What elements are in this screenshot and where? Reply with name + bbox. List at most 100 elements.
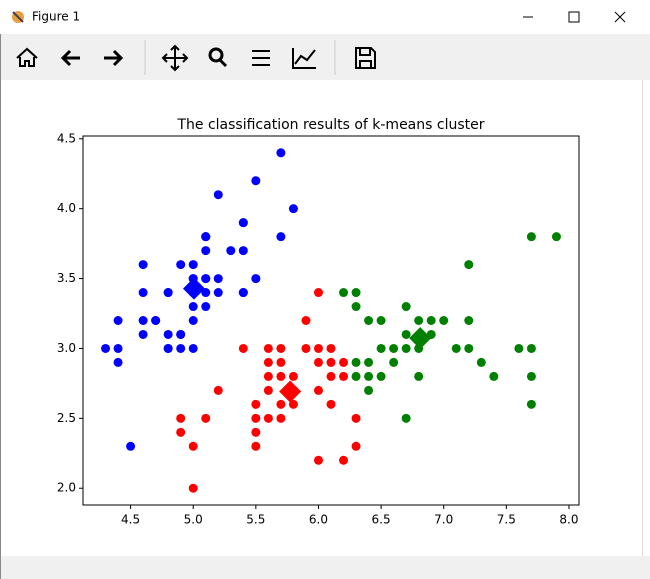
centroid-marker [279, 380, 302, 403]
point [251, 274, 261, 284]
point [176, 413, 186, 423]
y-tick-label: 2.0 [57, 481, 76, 495]
point [263, 371, 273, 381]
point [301, 316, 311, 325]
point [276, 413, 286, 423]
status-bar [0, 556, 650, 579]
y-tick-label: 4.0 [57, 201, 76, 215]
point [188, 302, 198, 312]
point [313, 288, 323, 298]
point [313, 455, 323, 465]
point [276, 148, 286, 158]
point [176, 427, 186, 437]
point [276, 371, 286, 381]
point [476, 357, 486, 367]
point [163, 343, 173, 353]
point [276, 399, 286, 409]
point [376, 371, 386, 381]
point [276, 343, 286, 353]
point [126, 441, 136, 451]
configure-button[interactable] [252, 50, 270, 66]
window-title: Figure 1 [32, 10, 80, 24]
point [351, 413, 361, 423]
point [526, 232, 536, 242]
point [138, 260, 148, 270]
point [213, 190, 223, 200]
point [526, 371, 536, 381]
point [263, 343, 273, 353]
point [113, 316, 123, 325]
x-tick-label: 8.0 [559, 513, 578, 527]
point [213, 274, 223, 284]
point [226, 246, 236, 256]
centroid-marker [409, 327, 432, 350]
toolbar [0, 34, 650, 80]
point [489, 371, 499, 381]
chart-title: The classification results of k-means cl… [176, 117, 484, 133]
point [514, 343, 524, 353]
point [376, 343, 386, 353]
point [276, 357, 286, 367]
zoom-button[interactable] [208, 47, 228, 68]
point [188, 343, 198, 353]
point [238, 246, 248, 256]
x-tick-label: 5.0 [184, 513, 203, 527]
point [163, 288, 173, 298]
point [251, 413, 261, 423]
point [401, 329, 411, 339]
point [439, 316, 449, 325]
y-tick-label: 3.5 [57, 271, 76, 285]
point [364, 385, 374, 395]
point [176, 260, 186, 270]
point [426, 316, 436, 325]
point [351, 371, 361, 381]
point [464, 260, 474, 270]
point [351, 357, 361, 367]
point [276, 232, 286, 242]
point [326, 371, 336, 381]
point [188, 316, 198, 325]
point [201, 302, 211, 312]
point [364, 357, 374, 367]
y-tick-label: 3.0 [57, 341, 76, 355]
title-bar [0, 0, 650, 34]
point [376, 316, 386, 325]
point [138, 329, 148, 339]
point [464, 343, 474, 353]
point [138, 316, 148, 325]
point [326, 399, 336, 409]
back-button[interactable] [60, 49, 80, 67]
point [201, 288, 211, 298]
point [288, 399, 298, 409]
point [526, 399, 536, 409]
point [351, 288, 361, 298]
point [326, 343, 336, 353]
point [251, 399, 261, 409]
point [176, 343, 186, 353]
app-icon [12, 11, 24, 23]
save-button[interactable] [355, 47, 376, 69]
point [288, 204, 298, 214]
home-button[interactable] [16, 47, 38, 67]
pan-button[interactable] [161, 44, 189, 72]
point [101, 343, 111, 353]
point [251, 176, 261, 186]
point [414, 371, 424, 381]
plot-frame [82, 135, 580, 506]
point [113, 357, 123, 367]
point [288, 371, 298, 381]
edit-axis-button[interactable] [292, 48, 316, 69]
x-tick-label: 7.5 [497, 513, 516, 527]
maximize-button[interactable] [568, 11, 580, 23]
point [313, 357, 323, 367]
point [188, 260, 198, 270]
forward-button[interactable] [104, 49, 124, 67]
y-tick-label: 4.5 [57, 131, 76, 145]
point [301, 343, 311, 353]
close-button[interactable] [614, 11, 626, 23]
point [251, 441, 261, 451]
point [263, 357, 273, 367]
point [389, 343, 399, 353]
